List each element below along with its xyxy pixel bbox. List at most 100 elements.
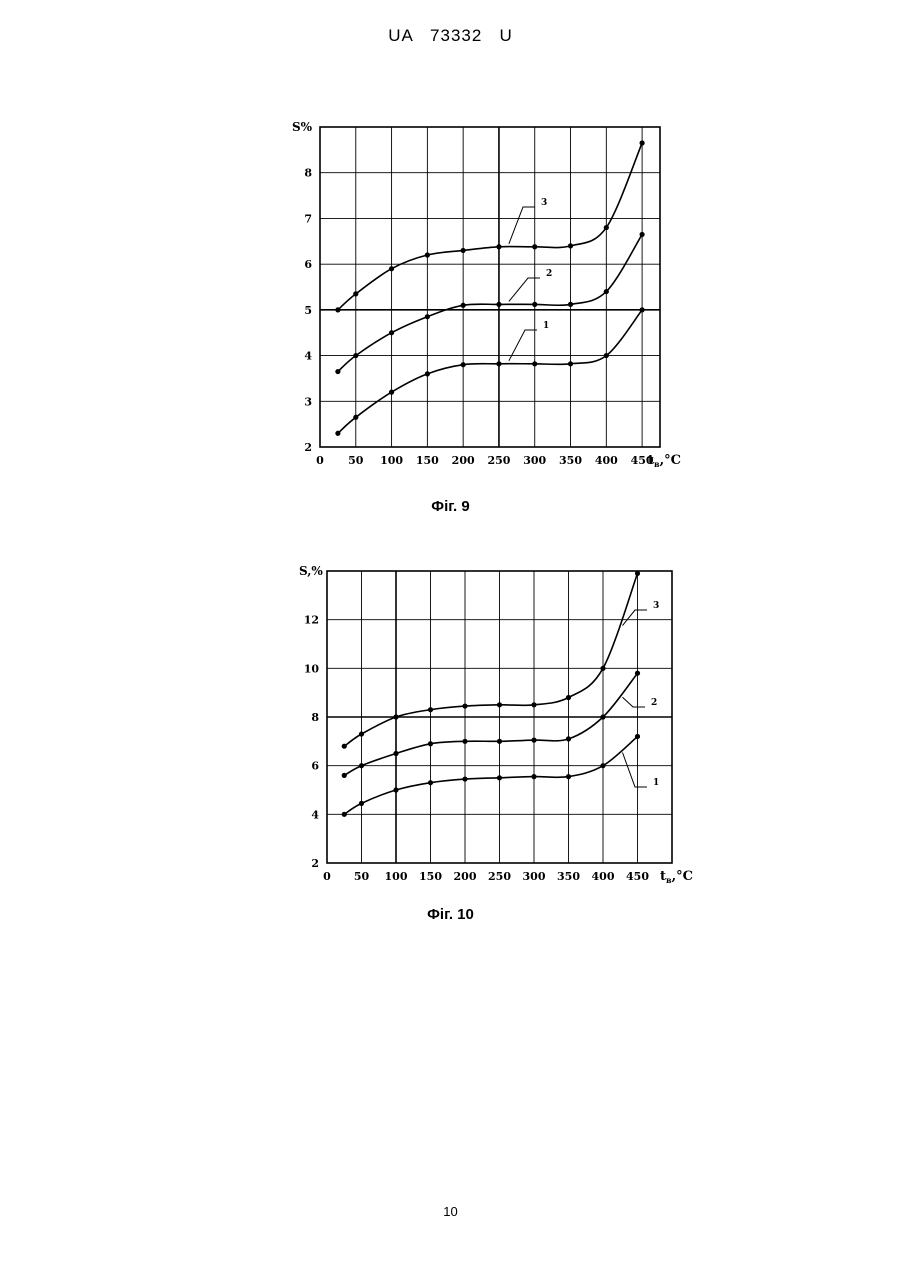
y-tick-label: 8 (304, 167, 312, 180)
data-point (600, 666, 605, 671)
y-tick-label: 2 (311, 857, 319, 870)
data-point (461, 248, 466, 253)
series-label-leader (623, 610, 648, 626)
data-point (531, 774, 536, 779)
data-point (393, 714, 398, 719)
y-axis-label: S,% (299, 564, 323, 578)
data-point (532, 361, 537, 366)
chart-1-plot: 05010015020025030035040045024681012S,%tв… (299, 564, 693, 885)
data-point (568, 361, 573, 366)
data-point (425, 252, 430, 257)
series-line-3 (344, 573, 637, 746)
y-tick-label: 3 (304, 395, 312, 408)
data-point (425, 314, 430, 319)
chart-0-plot: 0501001502002503003504004502345678S%tв,°… (292, 120, 681, 469)
figure-10-caption: Фіг. 10 (0, 906, 901, 923)
y-tick-label: 4 (304, 350, 312, 363)
x-tick-label: 150 (416, 454, 439, 467)
data-point (640, 232, 645, 237)
x-tick-label: 400 (595, 454, 618, 467)
series-line-1 (344, 737, 637, 815)
figure-10-chart: 05010015020025030035040045024681012S,%tв… (0, 555, 901, 900)
data-point (497, 702, 502, 707)
data-point (353, 291, 358, 296)
data-point (342, 812, 347, 817)
x-tick-label: 50 (354, 870, 370, 883)
data-point (461, 362, 466, 367)
data-point (462, 703, 467, 708)
x-tick-label: 100 (385, 870, 408, 883)
series-label-leader (623, 697, 646, 707)
series-label: 3 (541, 198, 547, 208)
data-point (496, 302, 501, 307)
data-point (335, 307, 340, 312)
x-axis-label: tв,°C (660, 869, 693, 885)
data-point (335, 431, 340, 436)
y-tick-label: 6 (304, 258, 312, 271)
data-point (359, 801, 364, 806)
data-point (600, 763, 605, 768)
figure-9-chart: 0501001502002503003504004502345678S%tв,°… (0, 110, 901, 480)
data-point (359, 731, 364, 736)
x-tick-label: 300 (523, 870, 546, 883)
data-point (531, 702, 536, 707)
data-point (496, 244, 501, 249)
data-point (359, 763, 364, 768)
data-point (389, 266, 394, 271)
data-point (635, 671, 640, 676)
series-label-leader (509, 207, 535, 244)
y-tick-label: 4 (311, 808, 319, 821)
series-label-leader (509, 278, 540, 301)
x-axis-label: tв,°C (648, 453, 681, 469)
data-point (600, 714, 605, 719)
data-point (531, 738, 536, 743)
x-tick-label: 150 (419, 870, 442, 883)
data-point (640, 307, 645, 312)
series-label: 1 (543, 321, 549, 331)
x-tick-label: 250 (487, 454, 510, 467)
data-point (342, 773, 347, 778)
data-point (532, 302, 537, 307)
x-tick-label: 100 (380, 454, 403, 467)
x-tick-label: 350 (557, 870, 580, 883)
series-label: 3 (653, 601, 659, 611)
series-line-3 (338, 143, 642, 310)
data-point (425, 371, 430, 376)
data-point (496, 361, 501, 366)
data-point (393, 751, 398, 756)
data-point (497, 775, 502, 780)
data-point (461, 303, 466, 308)
data-point (566, 695, 571, 700)
data-point (532, 244, 537, 249)
x-tick-label: 450 (626, 870, 649, 883)
series-line-2 (344, 673, 637, 775)
data-point (428, 780, 433, 785)
y-axis-label: S% (292, 120, 313, 134)
series-label-leader (509, 330, 537, 361)
data-point (604, 225, 609, 230)
data-point (428, 741, 433, 746)
data-point (335, 369, 340, 374)
data-point (353, 415, 358, 420)
data-point (393, 787, 398, 792)
y-tick-label: 7 (304, 212, 312, 225)
y-tick-label: 12 (304, 614, 319, 627)
data-point (640, 140, 645, 145)
series-line-2 (338, 234, 642, 371)
data-point (342, 744, 347, 749)
series-label: 2 (546, 269, 552, 279)
data-point (462, 776, 467, 781)
data-point (604, 289, 609, 294)
x-tick-label: 400 (592, 870, 615, 883)
data-point (635, 571, 640, 576)
x-tick-label: 350 (559, 454, 582, 467)
x-tick-label: 250 (488, 870, 511, 883)
data-point (497, 739, 502, 744)
data-point (566, 774, 571, 779)
y-tick-label: 6 (311, 760, 319, 773)
series-label: 2 (651, 698, 657, 708)
y-tick-label: 8 (311, 711, 319, 724)
x-tick-label: 200 (454, 870, 477, 883)
y-tick-label: 10 (304, 662, 320, 675)
data-point (568, 243, 573, 248)
